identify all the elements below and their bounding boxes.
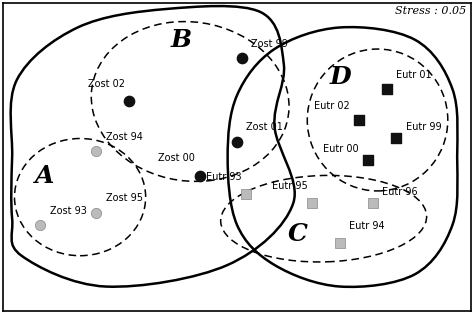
Point [369,201,377,206]
Text: Zost 94: Zost 94 [106,132,143,142]
Point [93,210,100,215]
Text: C: C [288,222,308,246]
Point [383,87,391,92]
Text: Zost 01: Zost 01 [246,122,283,132]
Point [36,222,44,227]
Text: Stress : 0.05: Stress : 0.05 [395,6,466,16]
Text: Eutr 94: Eutr 94 [349,221,385,231]
Text: Zost 93: Zost 93 [50,206,86,216]
Point [336,241,344,246]
Point [392,136,400,141]
Text: Zost 99: Zost 99 [251,39,288,49]
Point [365,158,372,163]
Text: Zost 02: Zost 02 [88,79,125,89]
Point [196,173,203,178]
Text: Eutr 95: Eutr 95 [272,181,307,191]
Text: D: D [329,65,351,89]
Point [233,139,241,144]
Text: A: A [35,164,55,187]
Text: Eutr 01: Eutr 01 [396,70,432,80]
Point [93,148,100,153]
Text: Eutr 99: Eutr 99 [406,122,441,132]
Text: B: B [170,28,191,52]
Text: Zost 95: Zost 95 [106,193,143,203]
Point [308,201,316,206]
Point [243,192,250,197]
Text: Eutr 96: Eutr 96 [382,187,418,197]
Text: Eutr 02: Eutr 02 [314,101,349,111]
Point [238,56,246,61]
Point [126,99,133,104]
Text: Zost 00: Zost 00 [158,153,195,163]
Text: Eutr 93: Eutr 93 [206,172,242,182]
Text: Eutr 00: Eutr 00 [323,144,359,154]
Point [355,117,363,122]
